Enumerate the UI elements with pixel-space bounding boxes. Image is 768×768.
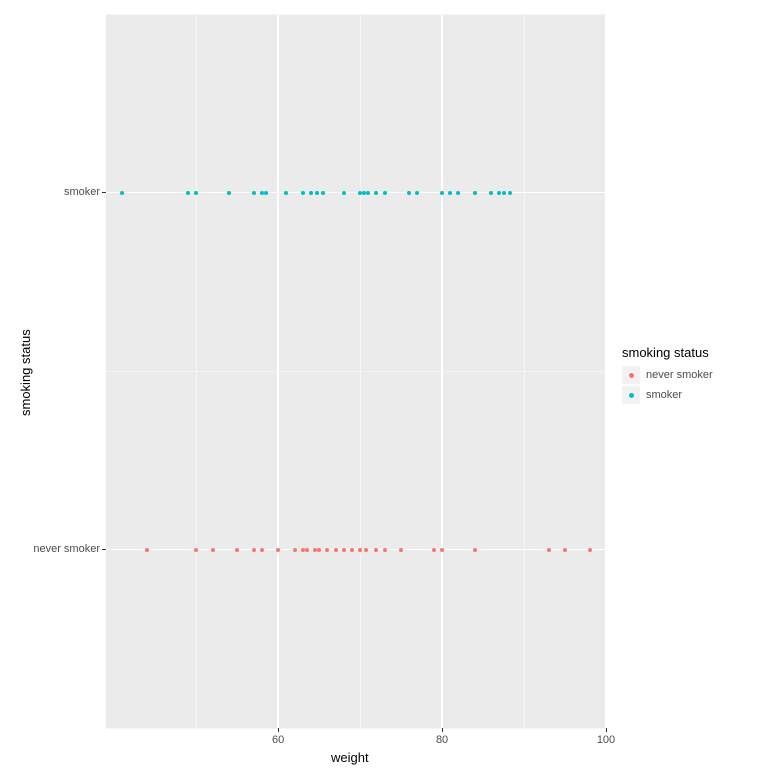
data-point <box>342 191 346 195</box>
data-point <box>440 548 444 552</box>
data-point <box>473 191 477 195</box>
data-point <box>264 191 268 195</box>
legend: smoking status never smoker smoker <box>622 345 713 406</box>
legend-key <box>622 366 640 384</box>
data-point <box>186 191 190 195</box>
data-point <box>284 191 288 195</box>
data-point <box>350 548 354 552</box>
x-axis-tick <box>442 728 443 732</box>
y-axis-tick-label: never smoker <box>33 543 100 555</box>
data-point <box>563 548 567 552</box>
legend-item: smoker <box>622 386 713 404</box>
data-point <box>194 191 198 195</box>
x-axis-title: weight <box>331 750 369 765</box>
data-point <box>315 191 319 195</box>
data-point <box>293 548 297 552</box>
data-point <box>334 548 338 552</box>
data-point <box>366 191 370 195</box>
data-point <box>415 191 419 195</box>
x-axis-tick-label: 60 <box>268 734 288 746</box>
legend-dot-icon <box>629 393 634 398</box>
data-point <box>383 191 387 195</box>
data-point <box>364 548 368 552</box>
legend-label: smoker <box>646 389 682 401</box>
y-gridline-major <box>106 192 606 193</box>
data-point <box>456 191 460 195</box>
legend-label: never smoker <box>646 369 713 381</box>
legend-item: never smoker <box>622 366 713 384</box>
data-point <box>120 191 124 195</box>
data-point <box>588 548 592 552</box>
data-point <box>252 191 256 195</box>
data-point <box>448 191 452 195</box>
data-point <box>235 548 239 552</box>
data-point <box>194 548 198 552</box>
data-point <box>301 191 305 195</box>
data-point <box>489 191 493 195</box>
legend-key <box>622 386 640 404</box>
data-point <box>399 548 403 552</box>
chart-container: 60 80 100 never smoker smoker weight smoking… <box>0 0 768 768</box>
data-point <box>502 191 506 195</box>
data-point <box>321 191 325 195</box>
data-point <box>227 191 231 195</box>
data-point <box>497 191 501 195</box>
y-gridline-minor <box>106 14 606 15</box>
x-axis-tick-label: 80 <box>432 734 452 746</box>
data-point <box>211 548 215 552</box>
data-point <box>547 548 551 552</box>
data-point <box>252 548 256 552</box>
y-gridline-minor <box>106 728 606 729</box>
data-point <box>374 191 378 195</box>
x-axis-tick <box>278 728 279 732</box>
x-axis-tick-label: 100 <box>596 734 616 746</box>
legend-title: smoking status <box>622 345 713 360</box>
y-axis-title: smoking status <box>18 329 33 416</box>
data-point <box>383 548 387 552</box>
y-axis-tick-label: smoker <box>64 186 100 198</box>
data-point <box>440 191 444 195</box>
data-point <box>309 191 313 195</box>
data-point <box>325 548 329 552</box>
data-point <box>145 548 149 552</box>
data-point <box>260 548 264 552</box>
data-point <box>317 548 321 552</box>
y-axis-tick <box>102 192 106 193</box>
y-axis-tick <box>102 549 106 550</box>
data-point <box>432 548 436 552</box>
data-point <box>305 548 309 552</box>
data-point <box>276 548 280 552</box>
data-point <box>473 548 477 552</box>
data-point <box>508 191 512 195</box>
x-axis-tick <box>606 728 607 732</box>
data-point <box>407 191 411 195</box>
y-gridline-major <box>106 549 606 550</box>
data-point <box>358 548 362 552</box>
data-point <box>342 548 346 552</box>
data-point <box>374 548 378 552</box>
legend-dot-icon <box>629 373 634 378</box>
y-gridline-minor <box>106 371 606 372</box>
